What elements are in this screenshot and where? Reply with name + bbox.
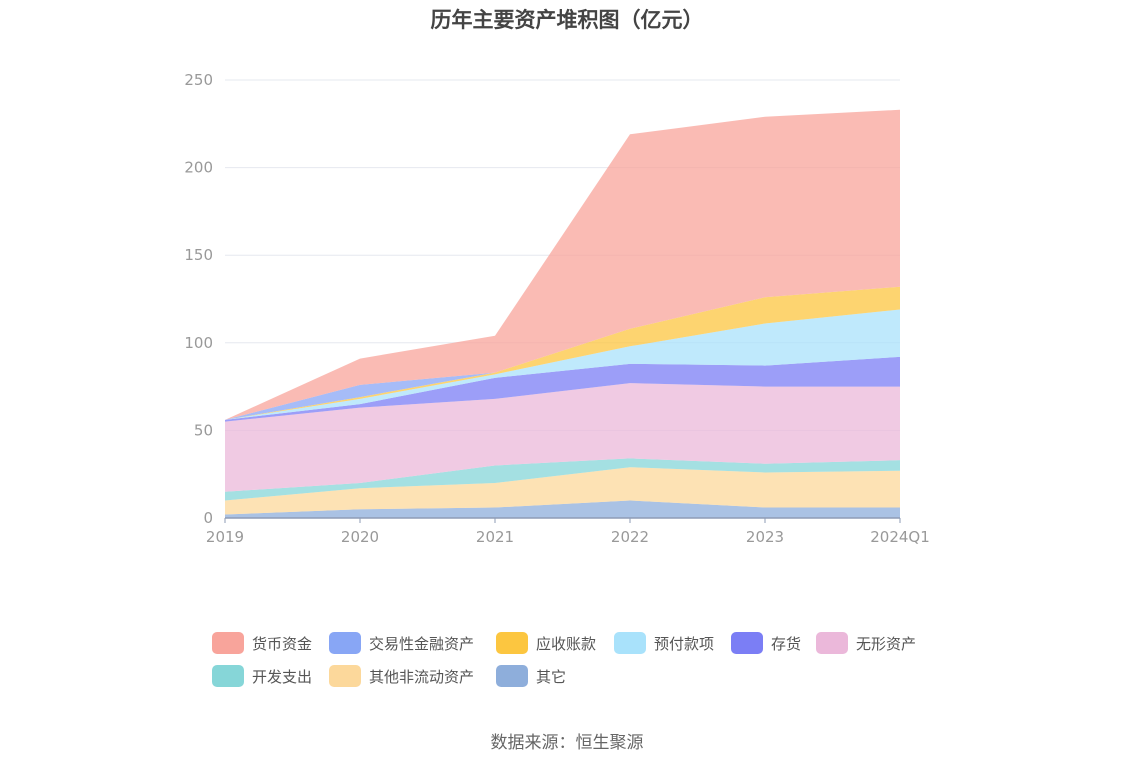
legend-swatch bbox=[816, 632, 848, 654]
chart-title: 历年主要资产堆积图（亿元） bbox=[430, 8, 704, 32]
y-tick-label: 100 bbox=[184, 334, 213, 352]
x-tick-label: 2021 bbox=[476, 528, 514, 546]
area-series-3 bbox=[225, 383, 900, 492]
legend-item[interactable]: 无形资产 bbox=[816, 630, 916, 656]
legend-swatch bbox=[731, 632, 763, 654]
area-series-5 bbox=[225, 309, 900, 420]
legend-label: 其他非流动资产 bbox=[369, 667, 475, 686]
legend-label: 交易性金融资产 bbox=[369, 634, 475, 653]
legend-label: 存货 bbox=[771, 634, 802, 653]
legend-label: 货币资金 bbox=[252, 634, 313, 653]
legend-item[interactable]: 应收账款 bbox=[496, 630, 596, 656]
area-series-0 bbox=[225, 500, 900, 518]
y-tick-label: 250 bbox=[184, 71, 213, 89]
axes: 0 50 100 150 200 250 2019 2020 2021 2022 2023 2024Q… bbox=[184, 71, 929, 546]
x-tick-label: 2024Q1 bbox=[870, 528, 930, 546]
legend-swatch bbox=[496, 632, 528, 654]
x-tick-label: 2020 bbox=[341, 528, 379, 546]
area-series-7 bbox=[225, 286, 900, 420]
area-series bbox=[225, 109, 900, 518]
area-series-4 bbox=[225, 356, 900, 422]
legend-item[interactable]: 存货 bbox=[731, 630, 801, 656]
legend-item[interactable]: 其他非流动资产 bbox=[329, 663, 474, 689]
y-tick-label: 0 bbox=[203, 509, 213, 527]
y-tick-label: 150 bbox=[184, 246, 213, 264]
legend-item[interactable]: 货币资金 bbox=[212, 630, 312, 656]
legend-swatch bbox=[496, 665, 528, 687]
x-tick-label: 2023 bbox=[746, 528, 784, 546]
area-series-1 bbox=[225, 467, 900, 515]
legend-swatch bbox=[212, 632, 244, 654]
legend-swatch bbox=[329, 665, 361, 687]
legend-item[interactable]: 开发支出 bbox=[212, 663, 312, 689]
legend-label: 无形资产 bbox=[856, 634, 917, 653]
x-tick-label: 2019 bbox=[206, 528, 244, 546]
x-tick-label: 2022 bbox=[611, 528, 649, 546]
legend-label: 应收账款 bbox=[536, 634, 597, 653]
legend-swatch bbox=[614, 632, 646, 654]
legend-label: 预付款项 bbox=[654, 634, 715, 653]
area-series-2 bbox=[225, 458, 900, 501]
y-tick-label: 50 bbox=[194, 421, 213, 439]
legend-swatch bbox=[329, 632, 361, 654]
area-series-6 bbox=[225, 286, 900, 420]
legend-item[interactable]: 预付款项 bbox=[614, 630, 714, 656]
legend-label: 其它 bbox=[536, 667, 567, 686]
legend-label: 开发支出 bbox=[252, 667, 313, 686]
y-tick-label: 200 bbox=[184, 159, 213, 177]
source-note: 数据来源：恒生聚源 bbox=[490, 733, 644, 753]
legend-item[interactable]: 其它 bbox=[496, 663, 566, 689]
area-series-8 bbox=[225, 109, 900, 420]
legend-item[interactable]: 交易性金融资产 bbox=[329, 630, 474, 656]
legend-swatch bbox=[212, 665, 244, 687]
